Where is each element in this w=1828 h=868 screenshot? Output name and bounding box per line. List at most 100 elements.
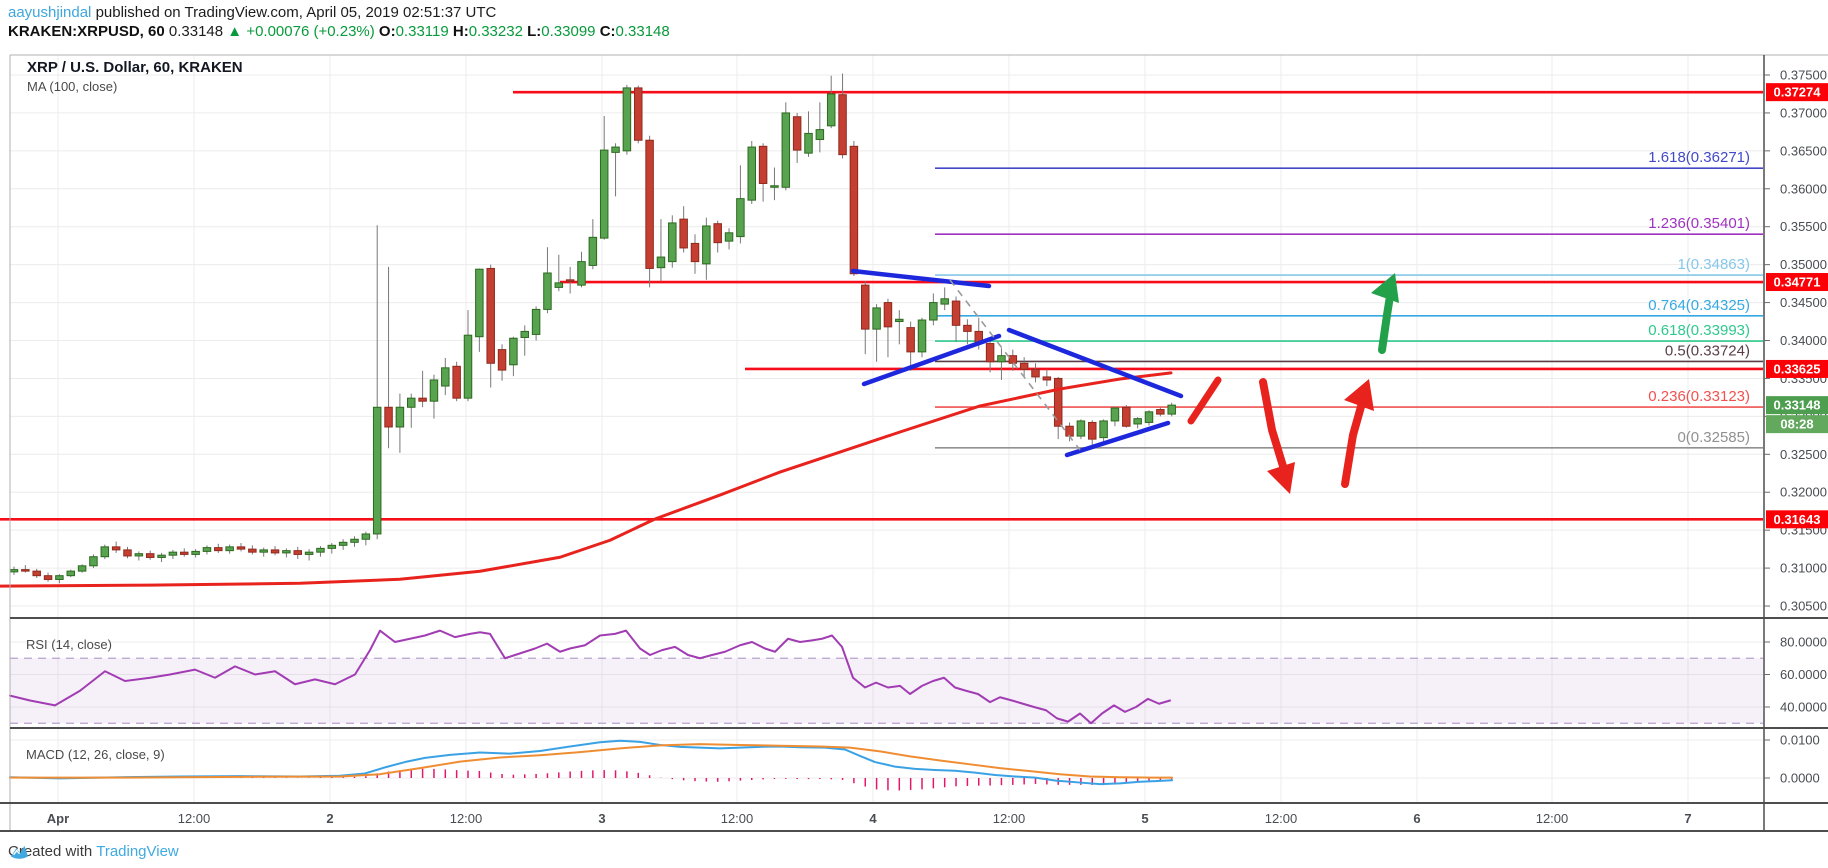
svg-text:0.33625: 0.33625 xyxy=(1774,361,1821,376)
candle-down xyxy=(214,547,223,552)
time-tick-label: Apr xyxy=(47,811,69,826)
candle-up xyxy=(89,556,98,567)
ma-indicator-label[interactable]: MA (100, close) xyxy=(27,79,118,94)
candle-down xyxy=(906,327,915,353)
rsi-indicator-label[interactable]: RSI (14, close) xyxy=(26,637,112,652)
candle-up xyxy=(702,225,711,265)
price-line-badge xyxy=(1766,359,1828,378)
candle-up xyxy=(350,538,359,543)
svg-text:08:28: 08:28 xyxy=(1780,417,1813,432)
hand-drawn-annotations xyxy=(850,268,1399,494)
svg-text:0.34771: 0.34771 xyxy=(1774,275,1821,290)
rsi-pane[interactable] xyxy=(10,618,1763,728)
time-tick-label: 12:00 xyxy=(178,811,211,826)
candle-down xyxy=(838,94,847,156)
time-tick-label: 6 xyxy=(1413,811,1420,826)
candle-up xyxy=(100,546,110,558)
time-tick-label: 2 xyxy=(326,811,333,826)
symbol-status-line: KRAKEN:XRPUSD, 60 0.33148 ▲ +0.00076 (+0… xyxy=(8,23,670,40)
axis-tick-label: 0.35000 xyxy=(1780,257,1827,272)
candle-down xyxy=(1156,409,1165,415)
fib-level-label: 1.618(0.36271) xyxy=(1648,149,1750,166)
candle-up xyxy=(407,397,416,408)
byline: aayushjindal published on TradingView.co… xyxy=(8,4,496,21)
fib-level-label: 0.618(0.33993) xyxy=(1648,322,1750,339)
blue-trendline[interactable] xyxy=(850,268,992,289)
candle-down xyxy=(1053,377,1063,427)
gray-dashed-trendline[interactable] xyxy=(949,279,1081,451)
candle-up xyxy=(395,406,405,428)
author-link[interactable]: aayushjindal xyxy=(8,4,92,21)
tradingview-logo-icon[interactable] xyxy=(8,843,30,861)
high-label: H: xyxy=(452,23,469,40)
blue-trendline[interactable] xyxy=(861,333,1002,387)
candle-up xyxy=(1076,420,1086,437)
close-value: 0.33148 xyxy=(615,23,670,40)
red-arrow[interactable] xyxy=(1341,392,1368,488)
candle-up xyxy=(543,272,552,310)
byline-text: published on TradingView.com, April 05, … xyxy=(91,4,497,21)
candle-down xyxy=(758,145,768,184)
axis-tick-label: 0.0100 xyxy=(1780,733,1820,748)
candle-up xyxy=(815,129,825,140)
time-scale[interactable] xyxy=(0,803,1828,831)
countdown-badge xyxy=(1766,415,1828,434)
candle-up xyxy=(77,565,87,572)
candle-up xyxy=(599,149,609,239)
blue-trendline[interactable] xyxy=(1006,327,1184,399)
chart-title: XRP / U.S. Dollar, 60, KRAKEN xyxy=(27,59,243,76)
open-label: O: xyxy=(378,23,396,40)
candle-down xyxy=(792,116,802,151)
candle-down xyxy=(497,349,507,371)
price-badges: 0.37274 0.34771 0.33625 0.31643 0.33148 08:28 xyxy=(1766,83,1828,529)
time-axis: Apr 12:00 2 12:00 3 12:00 4 12:00 5 12:00 6 12:00 7 xyxy=(47,811,1692,826)
macd-pane[interactable] xyxy=(10,728,1763,803)
candle-up xyxy=(668,222,677,263)
candle-down xyxy=(123,549,132,557)
candle-down xyxy=(849,145,859,275)
created-with-text: Created with xyxy=(8,843,93,860)
price-line-badge xyxy=(1766,510,1828,529)
macd-indicator-label[interactable]: MACD (12, 26, close, 9) xyxy=(26,747,165,762)
tradingview-brand-link[interactable]: TradingView xyxy=(96,843,179,860)
candle-up xyxy=(66,570,75,577)
axis-tick-label: 0.32500 xyxy=(1780,447,1827,462)
fib-level-label: 1(0.34863) xyxy=(1677,256,1750,273)
main-pane[interactable] xyxy=(10,55,1763,618)
macd-signal-line xyxy=(9,743,1173,779)
candle-down xyxy=(1088,421,1097,440)
last-price-badge xyxy=(1766,396,1828,415)
red-arrow[interactable] xyxy=(1259,378,1290,480)
svg-text:0.31643: 0.31643 xyxy=(1774,512,1821,527)
support-resistance-lines xyxy=(0,90,1763,521)
candle-up xyxy=(157,554,166,558)
pane-borders xyxy=(0,54,1828,832)
axis-tick-label: 0.32000 xyxy=(1780,485,1827,500)
candle-down xyxy=(963,324,972,332)
candle-down xyxy=(145,553,155,558)
candle-up xyxy=(917,319,927,353)
price-scale[interactable] xyxy=(1764,55,1828,831)
blue-trendline[interactable] xyxy=(1064,420,1171,458)
red-arrow-head xyxy=(1344,379,1374,411)
candle-down xyxy=(43,575,53,580)
red-arrow-head xyxy=(1267,462,1295,494)
candle-up xyxy=(1110,407,1120,422)
candle-up xyxy=(554,282,564,288)
candle-up xyxy=(656,256,666,269)
last-price: 0.33148 xyxy=(168,23,224,40)
candlestick-series xyxy=(9,73,1176,584)
candle-up xyxy=(588,236,598,266)
symbol-name: KRAKEN:XRPUSD, 60 xyxy=(8,23,165,40)
candle-down xyxy=(418,397,427,402)
candle-up xyxy=(259,549,268,553)
candle-up xyxy=(1099,420,1108,439)
candle-down xyxy=(293,550,302,555)
candle-up xyxy=(929,302,938,321)
fib-level-label: 0(0.32585) xyxy=(1677,429,1750,446)
candle-up xyxy=(282,550,291,554)
candle-up xyxy=(304,551,314,555)
candle-up xyxy=(463,334,473,399)
red-stroke-mark[interactable] xyxy=(1187,376,1222,425)
